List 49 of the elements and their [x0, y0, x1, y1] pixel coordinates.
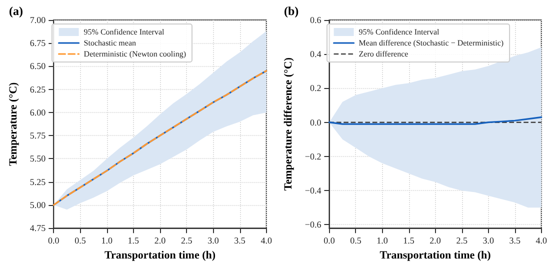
x-tick-label: 2.0 — [430, 236, 442, 246]
x-tick-label: 2.5 — [180, 236, 193, 246]
y-tick-label: 4.75 — [30, 223, 46, 234]
chart-title: (b) — [284, 4, 299, 18]
x-tick-label: 0.5 — [74, 236, 86, 246]
y-tick-label: 0.6 — [310, 15, 322, 25]
x-tick-label: 1.5 — [403, 236, 415, 246]
line-series — [52, 70, 268, 206]
y-tick-label: 5.50 — [30, 154, 46, 164]
y-tick-label: 5.25 — [30, 176, 46, 187]
y-tick-label: 0.4 — [310, 49, 322, 60]
y-tick-label: −0.6 — [304, 220, 322, 230]
x-tick-label: 3.0 — [482, 236, 494, 246]
x-tick-label: 3.5 — [509, 236, 521, 246]
y-axis-title: Temperature difference (°C) — [282, 57, 294, 191]
y-tick-label: 6.75 — [30, 38, 46, 48]
y-tick-label: 6.25 — [30, 84, 46, 94]
y-tick-label: 5.75 — [30, 130, 46, 141]
y-tick-label: −0.4 — [304, 186, 322, 196]
x-tick-label: 3.5 — [234, 236, 246, 246]
x-tick-label: 0.5 — [350, 236, 362, 246]
x-tick-label: 1.0 — [101, 236, 113, 246]
line-series — [328, 116, 542, 125]
x-axis-title: Transportation time (h) — [380, 250, 492, 262]
legend-label: 95% Confidence Interval — [358, 28, 440, 36]
y-tick-label: 0.0 — [310, 117, 322, 128]
legend-label: Mean difference (Stochastic − Deterministic) — [358, 38, 504, 48]
x-tick-label: 0.0 — [48, 236, 60, 246]
legend-label: 95% Confidence Interval — [84, 28, 165, 36]
y-tick-label: 7.00 — [30, 15, 46, 25]
x-tick-label: 0.0 — [324, 236, 336, 246]
y-tick-label: −0.2 — [304, 151, 322, 162]
x-tick-label: 2.5 — [456, 236, 468, 246]
y-tick-label: 0.2 — [310, 83, 322, 94]
x-tick-label: 4.0 — [260, 236, 272, 246]
legend-label: Deterministic (Newton cooling) — [84, 50, 186, 58]
legend-label: Zero difference — [358, 50, 409, 58]
legend-label: Stochastic mean — [84, 38, 136, 48]
x-tick-label: 2.0 — [154, 236, 166, 246]
x-axis-title: Transportation time (h) — [104, 250, 216, 262]
y-tick-label: 6.50 — [30, 61, 46, 72]
x-tick-label: 1.5 — [128, 236, 140, 246]
x-tick-label: 1.0 — [376, 236, 388, 246]
chart-title: (a) — [9, 4, 23, 18]
y-tick-label: 6.00 — [30, 107, 46, 118]
y-axis-title: Temperature (°C) — [8, 82, 20, 166]
y-tick-label: 5.00 — [30, 200, 46, 210]
x-tick-label: 3.0 — [208, 236, 220, 246]
x-tick-label: 4.0 — [536, 236, 548, 246]
